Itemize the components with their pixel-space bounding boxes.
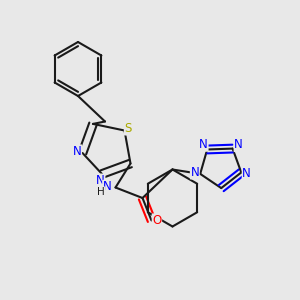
Text: N: N bbox=[199, 138, 208, 151]
Text: N: N bbox=[190, 166, 199, 179]
Text: N: N bbox=[96, 174, 105, 187]
Text: N: N bbox=[73, 145, 82, 158]
Text: N: N bbox=[242, 167, 251, 180]
Text: N: N bbox=[234, 139, 243, 152]
Text: O: O bbox=[152, 214, 161, 227]
Text: S: S bbox=[124, 122, 132, 135]
Text: N: N bbox=[103, 180, 112, 194]
Text: H: H bbox=[97, 187, 105, 197]
